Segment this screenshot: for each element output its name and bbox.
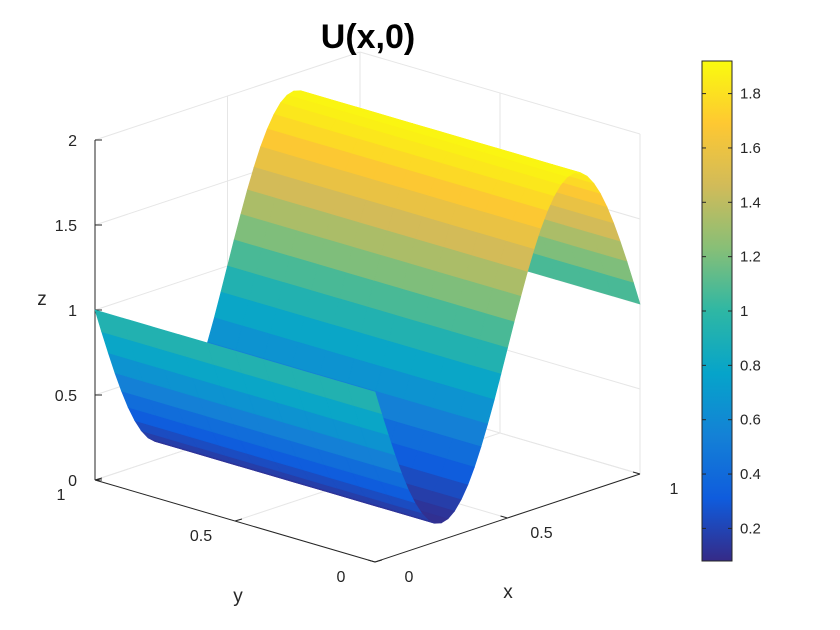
x-tick-mark <box>500 515 508 519</box>
surface-patch <box>346 383 383 415</box>
colorbar-ticks: 0.2 0.4 0.6 0.8 1 1.2 1.4 1.6 1.8 <box>702 86 761 537</box>
y-tick-mark <box>234 518 243 522</box>
grid-line-wall-z <box>359 51 641 135</box>
grid-line-wall-z <box>94 51 361 141</box>
x-tick-label: 1 <box>670 481 679 498</box>
colorbar-tick-label: 1.2 <box>740 249 761 266</box>
y-tick-label: 0.5 <box>190 528 212 545</box>
y-axis-label: y <box>233 586 243 607</box>
surface-mesh <box>94 90 641 524</box>
colorbar-tick-label: 0.4 <box>740 466 761 483</box>
z-tick-label: 1.5 <box>55 218 77 235</box>
axes-lines <box>94 139 641 563</box>
x-tick-mark <box>632 471 641 475</box>
colorbar-tick-label: 0.8 <box>740 357 761 374</box>
z-tick-label: 1 <box>68 303 77 320</box>
colorbar-gradient <box>701 60 733 562</box>
z-tick-label: 2 <box>68 133 77 150</box>
colorbar-tick-label: 1.6 <box>740 140 761 157</box>
x-tick-label: 0 <box>405 569 414 586</box>
z-tick-label: 0 <box>68 473 77 490</box>
colorbar-tick-label: 1.8 <box>740 86 761 103</box>
chart-title: U(x,0) <box>321 18 415 56</box>
x-tick-mark <box>367 559 376 563</box>
x-tick-label: 0.5 <box>530 525 552 542</box>
y-tick-mark <box>374 559 383 563</box>
colorbar-tick-label: 0.2 <box>740 520 761 537</box>
colorbar-tick-label: 0.6 <box>740 412 761 429</box>
z-tick-label: 0.5 <box>55 388 77 405</box>
colorbar-tick-label: 1.4 <box>740 194 761 211</box>
colorbar: 0.2 0.4 0.6 0.8 1 1.2 1.4 1.6 1.8 <box>701 60 761 562</box>
y-tick-label: 1 <box>57 487 66 504</box>
z-axis-label: z <box>37 289 47 310</box>
y-tick-label: 0 <box>337 569 346 586</box>
colorbar-tick-label: 1 <box>740 303 748 320</box>
x-axis-label: x <box>503 582 513 603</box>
